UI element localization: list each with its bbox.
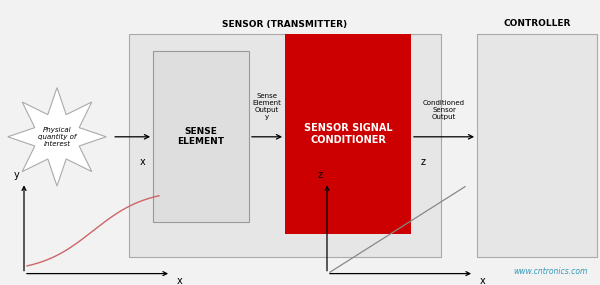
Bar [477,34,597,256]
Text: y: y [14,170,20,180]
Text: Sense
Element
Output
y: Sense Element Output y [253,93,281,120]
Text: z: z [317,170,322,180]
Text: www.cntronics.com: www.cntronics.com [514,267,588,276]
Polygon shape [8,87,106,186]
Text: SENSOR (TRANSMITTER): SENSOR (TRANSMITTER) [223,19,347,29]
Text: CONTROLLER: CONTROLLER [503,19,571,29]
Text: x: x [177,276,183,285]
Text: Physical
quantity of
interest: Physical quantity of interest [38,127,76,147]
Text: SENSE
ELEMENT: SENSE ELEMENT [178,127,224,146]
Text: z: z [421,157,425,167]
Bar [153,51,249,222]
Bar [285,34,411,234]
Text: x: x [139,157,145,167]
Text: Conditioned
Sensor
Output: Conditioned Sensor Output [423,100,465,120]
Text: SENSOR SIGNAL
CONDITIONER: SENSOR SIGNAL CONDITIONER [304,123,392,145]
Bar [129,34,441,256]
Text: x: x [480,276,486,285]
